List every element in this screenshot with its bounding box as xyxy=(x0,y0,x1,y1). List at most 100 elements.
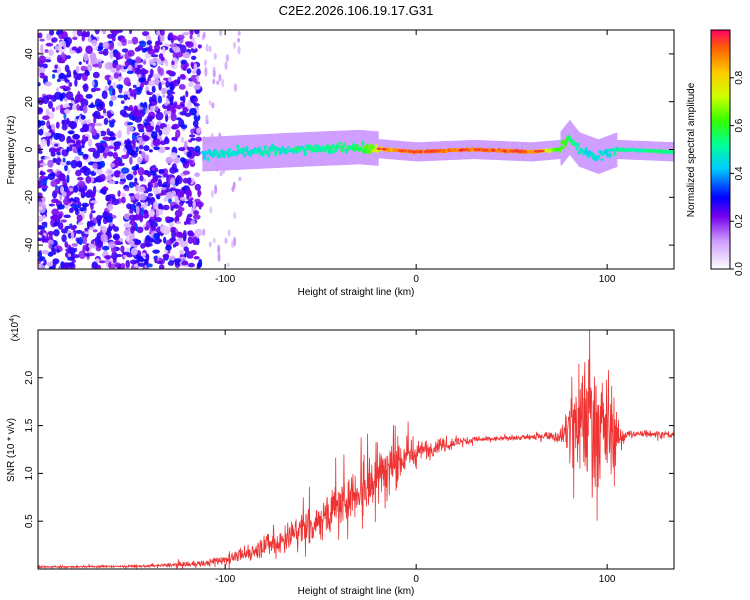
noise-blob xyxy=(90,200,98,204)
colorbar-tick-label: 0.0 xyxy=(734,262,745,276)
noise-blob xyxy=(155,124,161,133)
snr-xtick-label: 100 xyxy=(599,574,616,585)
noise-blob xyxy=(218,73,222,82)
noise-blob xyxy=(68,198,74,202)
noise-blob xyxy=(233,41,236,49)
noise-blob xyxy=(72,133,80,140)
noise-blob xyxy=(106,227,111,233)
snr-ytick-label: 2.0 xyxy=(24,370,35,384)
signal-halo xyxy=(608,135,610,170)
noise-blob xyxy=(182,32,190,36)
noise-blob xyxy=(107,151,114,157)
signal-peak xyxy=(474,148,479,151)
noise-blob xyxy=(88,147,96,153)
noise-blob xyxy=(169,255,176,261)
noise-blob xyxy=(194,172,200,177)
noise-blob xyxy=(69,187,73,192)
noise-blob xyxy=(71,254,80,259)
noise-blob xyxy=(154,216,162,223)
noise-blob xyxy=(179,196,188,201)
noise-blob xyxy=(72,36,78,41)
noise-blob xyxy=(132,84,137,88)
noise-blob xyxy=(154,105,159,112)
noise-blob xyxy=(82,154,89,158)
noise-blob xyxy=(63,214,71,219)
noise-blob xyxy=(202,228,206,236)
noise-blob xyxy=(160,30,165,36)
colorbar-tick-label: 0.6 xyxy=(734,118,745,132)
signal-peak xyxy=(536,150,541,153)
noise-blob xyxy=(91,80,95,87)
noise-blob xyxy=(137,167,145,176)
noise-blob xyxy=(98,173,106,182)
spectrogram-ytick-label: -20 xyxy=(24,190,35,205)
noise-blob xyxy=(162,127,170,136)
noise-blob xyxy=(40,138,47,148)
noise-blob xyxy=(110,30,116,34)
noise-blob xyxy=(52,148,60,153)
signal-blob xyxy=(671,150,674,155)
noise-blob xyxy=(159,264,165,269)
noise-blob xyxy=(147,184,151,188)
noise-blob xyxy=(148,211,155,216)
noise-blob xyxy=(78,188,85,193)
signal-blob xyxy=(267,152,271,158)
noise-blob xyxy=(160,184,168,188)
noise-blob xyxy=(193,113,201,122)
noise-blob xyxy=(133,170,138,176)
noise-blob xyxy=(143,134,149,142)
noise-blob xyxy=(109,136,116,141)
noise-blob xyxy=(169,221,174,228)
noise-blob xyxy=(84,69,90,76)
noise-blob xyxy=(73,207,79,212)
signal-blob xyxy=(332,149,336,154)
noise-blob xyxy=(111,251,118,261)
noise-blob xyxy=(145,124,152,133)
noise-blob xyxy=(151,85,156,93)
signal-peak xyxy=(426,150,431,153)
noise-blob xyxy=(54,188,59,194)
noise-blob xyxy=(43,224,48,228)
noise-blob xyxy=(48,243,52,249)
noise-blob xyxy=(115,30,120,35)
noise-blob xyxy=(46,138,50,147)
noise-blob xyxy=(51,107,55,112)
noise-blob xyxy=(128,193,134,197)
noise-blob xyxy=(127,49,135,57)
noise-blob xyxy=(143,80,149,86)
noise-blob xyxy=(150,169,157,176)
noise-blob xyxy=(138,213,142,218)
noise-blob xyxy=(192,200,196,209)
noise-blob xyxy=(66,174,70,184)
noise-blob xyxy=(108,131,114,137)
noise-blob xyxy=(137,186,146,193)
noise-blob xyxy=(164,146,170,150)
noise-blob xyxy=(152,249,160,254)
snr-scale-exponent: 4 xyxy=(9,318,16,322)
noise-blob xyxy=(219,30,223,36)
signal-peak xyxy=(509,149,514,153)
noise-blob xyxy=(168,197,172,204)
noise-blob xyxy=(226,262,230,267)
noise-blob xyxy=(70,231,75,240)
noise-blob xyxy=(139,175,144,182)
noise-blob xyxy=(144,154,150,162)
noise-blob xyxy=(187,255,194,259)
noise-blob xyxy=(183,221,188,226)
noise-blob xyxy=(189,249,197,256)
noise-blob xyxy=(147,48,156,55)
noise-blob xyxy=(90,203,94,211)
noise-blob xyxy=(162,253,170,259)
noise-blob xyxy=(113,72,119,79)
noise-blob xyxy=(138,150,142,155)
noise-blob xyxy=(234,83,237,92)
noise-blob xyxy=(61,123,68,131)
noise-blob xyxy=(131,88,137,95)
noise-blob xyxy=(134,239,142,245)
noise-blob xyxy=(219,171,223,177)
noise-blob xyxy=(64,108,71,114)
noise-blob xyxy=(51,73,56,79)
signal-blob xyxy=(303,150,307,157)
noise-blob xyxy=(145,35,151,40)
noise-blob xyxy=(129,156,133,165)
